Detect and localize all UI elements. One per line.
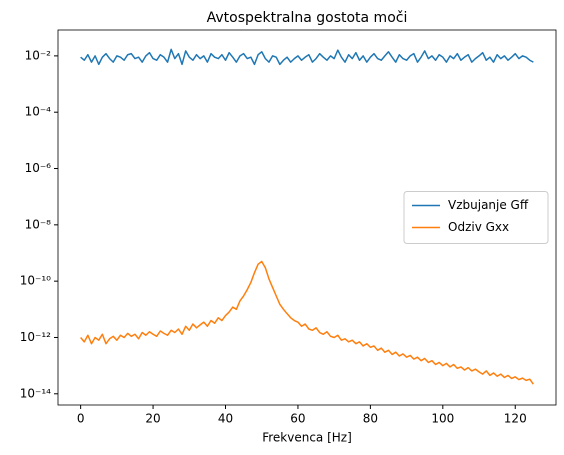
legend-box: [403, 191, 549, 244]
x-tick-label: 0: [77, 412, 85, 426]
y-tick-label: 10⁻²: [25, 48, 52, 62]
y-tick-label: 10⁻¹²: [20, 330, 51, 344]
chart-title: Avtospektralna gostota moči: [207, 10, 408, 26]
series-line: [80, 48, 534, 66]
y-tick-label: 10⁻¹⁰: [20, 274, 51, 288]
x-tick-label: 120: [504, 412, 527, 426]
plot-frame: [57, 29, 557, 406]
x-axis-label: Frekvenca [Hz]: [262, 431, 352, 445]
x-tick-label: 40: [218, 412, 233, 426]
y-tick-label: 10⁻⁴: [25, 105, 52, 119]
x-tick-label: 100: [431, 412, 454, 426]
legend-label: Vzbujanje Gff: [448, 198, 529, 212]
x-tick-label: 20: [145, 412, 160, 426]
y-tick-label: 10⁻⁶: [25, 161, 52, 175]
y-tick-label: 10⁻¹⁴: [20, 386, 51, 400]
series-line: [80, 260, 534, 385]
x-tick-label: 80: [363, 412, 378, 426]
legend-label: Odziv Gxx: [448, 220, 509, 234]
x-tick-label: 60: [290, 412, 305, 426]
y-tick-label: 10⁻⁸: [25, 217, 52, 231]
